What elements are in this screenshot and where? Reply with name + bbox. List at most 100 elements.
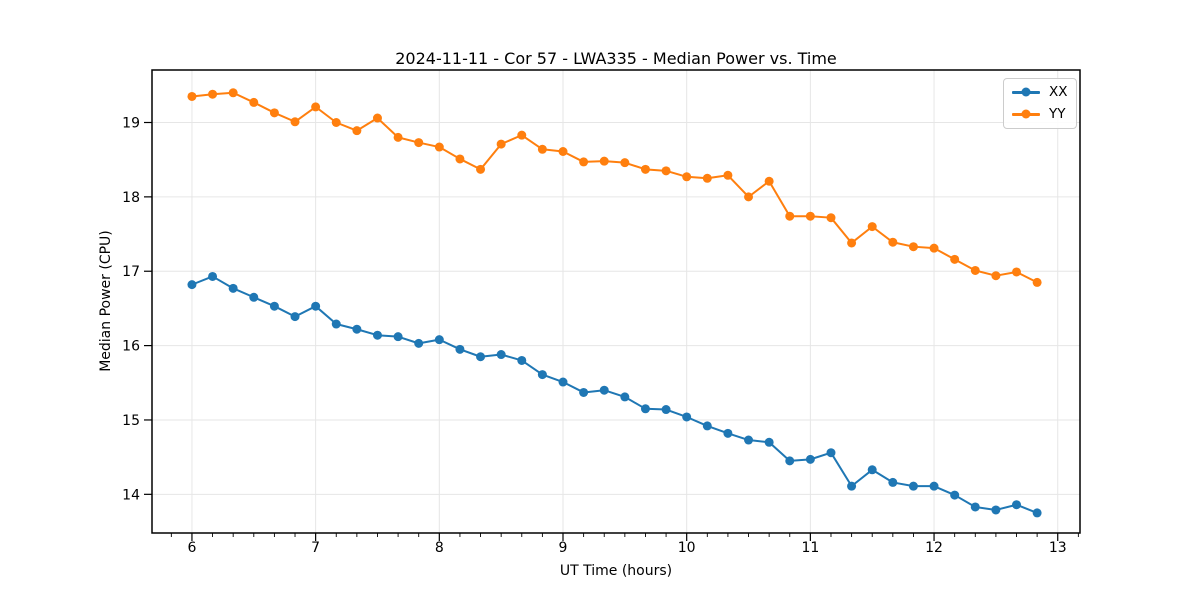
legend-dot-yy <box>1021 109 1031 119</box>
series-xx-marker <box>331 319 341 329</box>
series-yy-marker <box>744 192 754 202</box>
y-tick-label: 16 <box>122 339 140 355</box>
series-xx-marker <box>867 465 877 475</box>
series-xx-marker <box>908 481 918 491</box>
x-axis-label: UT Time (hours) <box>560 563 672 579</box>
y-tick-label: 15 <box>122 413 140 429</box>
series-xx-marker <box>682 412 692 422</box>
series-yy-marker <box>950 254 960 264</box>
x-tick-label: 9 <box>559 540 568 556</box>
series-xx-marker <box>826 448 836 458</box>
series-yy-marker <box>805 211 815 221</box>
series-xx-marker <box>744 435 754 445</box>
series-yy-marker <box>208 89 218 99</box>
legend-item-xx: XX <box>1012 85 1068 100</box>
series-xx-marker <box>847 481 857 491</box>
series-xx-marker <box>764 437 774 447</box>
series-yy-marker <box>476 164 486 174</box>
series-xx-marker <box>537 370 547 380</box>
series-yy-marker <box>558 147 568 156</box>
series-yy-line <box>190 91 1039 284</box>
legend: XX YY <box>1003 78 1077 129</box>
series-xx-marker <box>496 350 506 360</box>
series-yy-marker <box>331 118 341 127</box>
series-xx-marker <box>702 421 712 431</box>
grid-layer <box>152 70 1080 533</box>
series-yy-marker <box>496 139 506 149</box>
series-yy-marker <box>517 130 527 140</box>
series-xx-marker <box>640 404 650 414</box>
series-yy-marker <box>228 88 238 98</box>
series-xx-marker <box>888 477 898 487</box>
series-yy-marker <box>372 113 382 123</box>
series-yy-marker <box>764 176 774 186</box>
x-tick-label: 10 <box>678 540 696 556</box>
series-yy-marker <box>640 164 650 174</box>
series-xx-marker <box>372 330 382 340</box>
series-yy-marker <box>1012 267 1022 277</box>
y-axis-label: Median Power (CPU) <box>98 230 114 372</box>
x-tick-label: 7 <box>311 540 320 556</box>
series-yy-marker <box>249 97 259 107</box>
series-yy-marker <box>682 172 692 182</box>
series-yy-marker <box>723 170 733 180</box>
x-tick-label: 6 <box>187 540 196 556</box>
series-xx-marker <box>517 355 527 365</box>
legend-line-marker-xx <box>1012 87 1040 97</box>
series-yy-marker <box>1032 277 1042 287</box>
series-xx-marker <box>620 392 630 402</box>
legend-label-yy: YY <box>1049 105 1066 122</box>
series-xx-marker <box>1032 508 1042 518</box>
series-yy-marker <box>311 102 321 112</box>
series-yy-marker <box>290 117 300 127</box>
series-layer <box>187 88 1042 518</box>
x-tick-label: 11 <box>801 540 819 556</box>
series-xx-marker <box>393 332 403 342</box>
series-yy-marker <box>970 265 980 275</box>
series-xx-marker <box>476 352 486 362</box>
series-xx-marker <box>599 385 609 395</box>
series-yy-marker <box>434 142 444 152</box>
series-yy-marker <box>867 222 877 232</box>
series-yy-marker <box>826 213 836 223</box>
series-yy-marker <box>352 126 362 136</box>
series-yy-marker <box>888 237 898 247</box>
x-tick-label: 12 <box>925 540 943 556</box>
y-tick-label: 17 <box>122 264 140 280</box>
plot-border <box>151 69 1081 534</box>
series-yy-marker <box>269 108 279 118</box>
legend-dot-xx <box>1021 87 1031 97</box>
series-yy-marker <box>393 132 403 142</box>
series-xx-marker <box>290 312 300 322</box>
series-xx-marker <box>723 428 733 438</box>
series-yy-marker <box>620 158 630 168</box>
series-xx-marker <box>991 505 1001 515</box>
series-xx-marker <box>455 344 465 354</box>
y-tick-label: 14 <box>122 487 140 503</box>
series-xx-marker <box>208 271 218 281</box>
series-yy-marker <box>908 242 918 252</box>
series-xx-marker <box>434 335 444 345</box>
series-xx-line <box>190 275 1039 514</box>
series-xx-marker <box>805 454 815 464</box>
series-yy-marker <box>414 138 424 148</box>
series-xx-marker <box>352 324 362 334</box>
series-xx-marker <box>785 456 795 466</box>
series-xx-marker <box>579 387 589 397</box>
legend-label-xx: XX <box>1049 84 1068 100</box>
series-xx-marker <box>269 301 279 311</box>
series-xx-marker <box>1012 500 1022 510</box>
series-xx-marker <box>187 280 197 290</box>
series-yy-marker <box>187 91 197 101</box>
series-xx-marker <box>249 292 259 302</box>
series-yy-marker <box>929 243 939 253</box>
axis-layer: 6 7 8 9 10 11 12 13 14 15 16 17 18 19 <box>122 69 1081 556</box>
series-xx-marker <box>414 338 424 348</box>
chart-title: 2024-11-11 - Cor 57 - LWA335 - Median Po… <box>395 49 837 68</box>
series-xx-marker <box>929 481 939 491</box>
legend-item-yy: YY <box>1012 105 1068 122</box>
series-yy-marker <box>847 238 857 248</box>
series-xx-marker <box>228 283 238 293</box>
series-xx-marker <box>311 301 321 311</box>
